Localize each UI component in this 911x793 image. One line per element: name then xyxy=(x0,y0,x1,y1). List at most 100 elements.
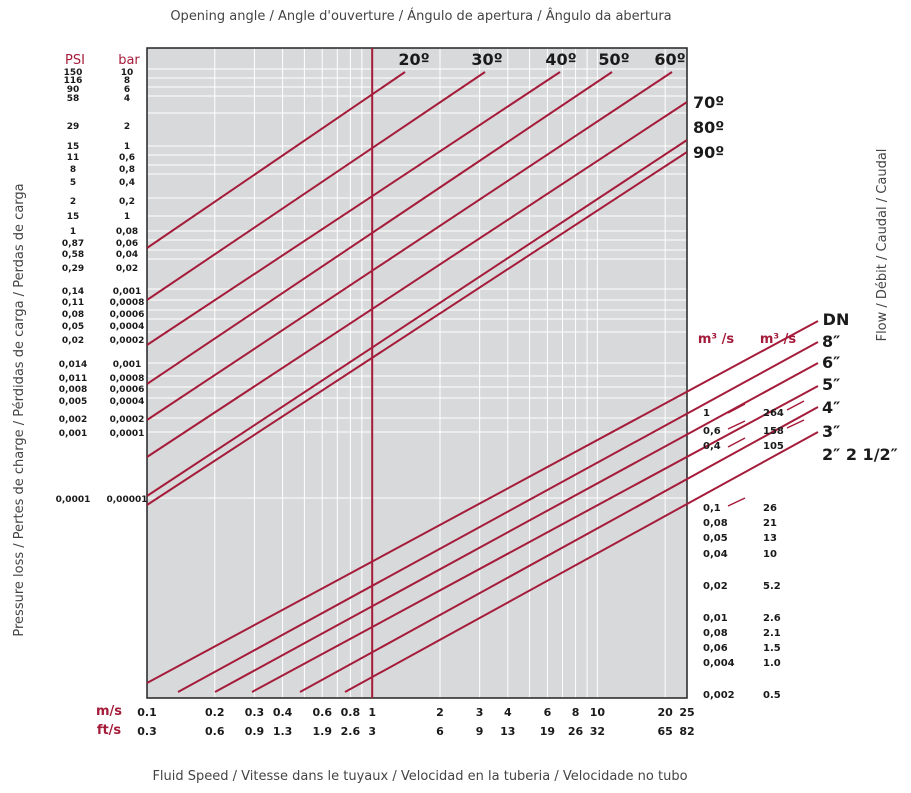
x-unit-fts: ft/s xyxy=(97,723,122,738)
y-tick-bar: 0,0006 xyxy=(110,385,145,395)
y-tick-bar: 0,8 xyxy=(119,165,135,175)
angle-curve-4 xyxy=(147,71,613,385)
flow-leader-tick xyxy=(727,497,746,507)
plot-area xyxy=(146,47,819,699)
dn-curve-5 xyxy=(299,406,819,693)
flow-tick-labels: m³ /s m³ /s 1 264 0,6 158 0,4 105 0,1 26 0,08 21 0,0… xyxy=(698,332,797,701)
y-tick-psi: 0,001 xyxy=(59,429,87,439)
y-axis-title: Pressure loss / Pertes de charge / Pérdi… xyxy=(12,183,27,636)
x-tick-ms: 4 xyxy=(504,706,512,719)
x-tick-fts: 19 xyxy=(540,725,555,738)
y-tick-psi: 0,005 xyxy=(59,397,87,407)
angle-curve-6 xyxy=(147,101,687,458)
angle-curve-8 xyxy=(147,151,687,506)
flow-leader-tick xyxy=(786,400,805,411)
y-tick-bar: 0,001 xyxy=(113,360,141,370)
y-tick-bar: 0,02 xyxy=(116,264,138,274)
y-unit-bar: bar xyxy=(118,53,140,68)
flow-tick-2: 13 xyxy=(763,533,777,544)
x-tick-fts: 1.3 xyxy=(273,725,293,738)
x-axis-title: Fluid Speed / Vitesse dans le tuyaux / V… xyxy=(152,769,687,784)
angle-curves xyxy=(147,71,687,506)
y-tick-psi: 8 xyxy=(70,165,76,175)
x-tick-ms: 8 xyxy=(572,706,580,719)
x-tick-ms: 6 xyxy=(544,706,552,719)
flow-tick-2: 264 xyxy=(763,408,784,419)
angle-label: 50º xyxy=(598,50,629,69)
dn-label: 2″ 2 1/2″ xyxy=(822,445,898,464)
flow-tick-1: 0,02 xyxy=(703,581,728,592)
y-tick-bar: 1 xyxy=(124,212,130,222)
dn-label: 3″ xyxy=(822,422,840,441)
y-tick-bar: 0,4 xyxy=(119,178,135,188)
y-tick-bar: 0,06 xyxy=(116,239,138,249)
y-tick-psi: 0,11 xyxy=(62,298,84,308)
angle-curve-3 xyxy=(147,71,561,346)
flow-tick-1: 0,4 xyxy=(703,441,721,452)
y-tick-psi: 1 xyxy=(70,227,76,237)
flow-tick-1: 0,002 xyxy=(703,690,735,701)
chart-title: Opening angle / Angle d'ouverture / Ángu… xyxy=(170,8,671,24)
y-tick-psi: 0,0001 xyxy=(56,495,91,505)
y-tick-psi: 90 xyxy=(67,85,80,95)
y-tick-psi: 15 xyxy=(67,142,80,152)
x-tick-ms: 0.2 xyxy=(205,706,225,719)
x-tick-fts: 26 xyxy=(568,725,584,738)
dn-curves xyxy=(146,320,819,693)
angle-label: 20º xyxy=(398,50,429,69)
flow-tick-1: 0,05 xyxy=(703,533,728,544)
flow-tick-1: 0,04 xyxy=(703,549,728,560)
dn-curve-1 xyxy=(146,320,819,684)
y2-axis-title: Flow / Débit / Caudal / Caudal xyxy=(875,149,890,342)
angle-label: 90º xyxy=(693,143,724,162)
flow-tick-1: 0,6 xyxy=(703,426,721,437)
y-tick-bar: 10 xyxy=(121,68,134,78)
x-tick-fts: 82 xyxy=(679,725,694,738)
y-tick-psi: 0,011 xyxy=(59,374,87,384)
flow-tick-1: 0,08 xyxy=(703,628,728,639)
x-unit-ms: m/s xyxy=(96,704,122,719)
y-tick-psi: 0,008 xyxy=(59,385,87,395)
x-tick-fts: 0.6 xyxy=(205,725,225,738)
y-tick-psi: 0,58 xyxy=(62,250,84,260)
x-tick-fts: 32 xyxy=(590,725,605,738)
flow-tick-2: 1.0 xyxy=(763,658,781,669)
y-tick-bar: 0,001 xyxy=(113,287,141,297)
y-tick-psi: 11 xyxy=(67,153,80,163)
y-tick-psi: 0,002 xyxy=(59,415,87,425)
x-tick-ms: 0.6 xyxy=(312,706,332,719)
y-tick-psi: 58 xyxy=(67,94,80,104)
x-tick-ms: 3 xyxy=(476,706,484,719)
flow-tick-1: 0,1 xyxy=(703,503,721,514)
x-tick-ms: 25 xyxy=(679,706,694,719)
x-tick-ms: 10 xyxy=(590,706,606,719)
angle-label: 30º xyxy=(471,50,502,69)
angle-curve-5 xyxy=(147,71,673,421)
x-tick-fts: 3 xyxy=(368,725,376,738)
y-tick-psi: 5 xyxy=(70,178,76,188)
x-tick-ms: 0.8 xyxy=(341,706,361,719)
y-tick-bar: 0,0004 xyxy=(110,397,145,407)
x-tick-ms: 20 xyxy=(658,706,674,719)
y-tick-bar: 4 xyxy=(124,94,130,104)
y-tick-psi: 0,014 xyxy=(59,360,87,370)
angle-label: 40º xyxy=(545,50,576,69)
x-tick-fts: 1.9 xyxy=(312,725,332,738)
flow-tick-1: 0,004 xyxy=(703,658,735,669)
dn-label: 4″ xyxy=(822,398,840,417)
y-tick-bar: 8 xyxy=(124,76,130,86)
y-tick-bar: 0,08 xyxy=(116,227,138,237)
angle-label: 70º xyxy=(693,93,724,112)
flow-tick-1: 1 xyxy=(703,408,710,419)
flow-tick-2: 26 xyxy=(763,503,777,514)
y-tick-bar: 0,0008 xyxy=(110,298,145,308)
y-tick-bar: 0,0002 xyxy=(110,336,145,346)
x-tick-fts: 6 xyxy=(436,725,444,738)
y-tick-bar: 0,0001 xyxy=(110,429,145,439)
dn-label: 5″ xyxy=(822,375,840,394)
y-tick-bar: 0,6 xyxy=(119,153,135,163)
y-tick-bar: 0,0004 xyxy=(110,322,145,332)
y-tick-psi: 0,14 xyxy=(62,287,84,297)
y-tick-psi: 0,29 xyxy=(62,264,84,274)
